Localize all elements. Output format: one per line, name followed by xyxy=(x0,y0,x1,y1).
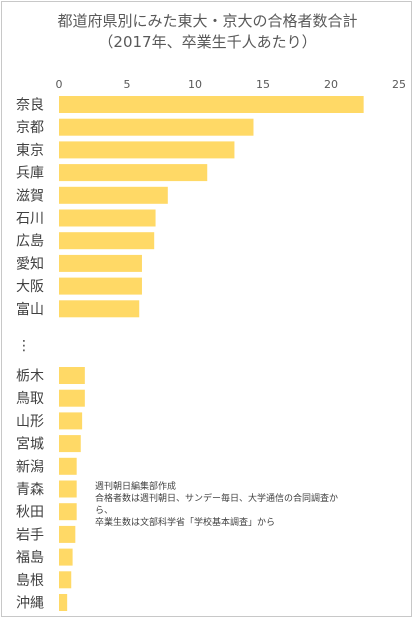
category-label: 秋田 xyxy=(16,505,44,521)
category-label: 石川 xyxy=(16,211,44,227)
category-label: 愛知 xyxy=(16,255,44,272)
category-label: 東京 xyxy=(16,143,44,159)
bar-top xyxy=(59,186,168,204)
chart-title: 都道府県別にみた東大・京大の合格者数合計 xyxy=(57,12,358,30)
bar-bottom xyxy=(59,503,77,521)
bar-top xyxy=(59,164,208,182)
x-tick-label: 15 xyxy=(256,78,270,91)
bar-bottom xyxy=(59,548,73,566)
bar-bottom xyxy=(59,480,77,498)
category-label: 滋賀 xyxy=(16,188,44,204)
bar-bottom xyxy=(59,571,72,589)
category-label: 新潟 xyxy=(16,459,44,475)
bar-top xyxy=(59,141,235,159)
category-label: 山形 xyxy=(16,414,44,430)
category-label: 青森 xyxy=(16,482,44,498)
category-label: 島根 xyxy=(16,573,44,589)
x-tick-label: 25 xyxy=(392,78,406,91)
category-label: 兵庫 xyxy=(16,165,44,182)
bar-bottom xyxy=(59,435,81,453)
category-label: 奈良 xyxy=(16,98,44,114)
source-note-line: 週刊朝日編集部作成 xyxy=(95,482,177,492)
bar-bottom xyxy=(59,594,68,611)
category-label: 栃木 xyxy=(16,369,44,385)
category-label: 富山 xyxy=(16,301,44,318)
bar-top xyxy=(59,209,156,227)
bar-top xyxy=(59,277,142,295)
source-note: 週刊朝日編集部作成 合格者数は週刊朝日、サンデー毎日、大学通信の合同調査か ら、… xyxy=(95,481,338,529)
bar-top xyxy=(59,300,140,318)
category-label: 京都 xyxy=(16,120,44,136)
category-label: 広島 xyxy=(16,234,44,250)
bar-top xyxy=(59,96,364,113)
bar-bottom xyxy=(59,412,83,430)
bar-bottom xyxy=(59,367,85,384)
x-tick-label: 20 xyxy=(324,78,338,91)
bar-top xyxy=(59,232,155,250)
source-note-line: 合格者数は週刊朝日、サンデー毎日、大学通信の合同調査か ら、 xyxy=(95,494,339,516)
x-tick-label: 0 xyxy=(56,78,63,91)
gap-marker: ⋮ xyxy=(17,338,31,354)
category-label: 宮城 xyxy=(16,437,44,453)
x-tick-label: 10 xyxy=(188,78,202,91)
source-note-line: 卒業生数は文部科学省「学校基本調査」から xyxy=(95,518,276,528)
bar-bottom xyxy=(59,525,76,543)
bar-top xyxy=(59,254,142,272)
category-label: 岩手 xyxy=(16,527,44,543)
category-label: 大阪 xyxy=(16,279,44,295)
bar-bottom xyxy=(59,457,77,475)
category-label: 鳥取 xyxy=(16,391,44,407)
bar-top xyxy=(59,118,254,136)
chart-subtitle: （2017年、卒業生千人あたり） xyxy=(98,33,317,51)
category-label: 福島 xyxy=(16,550,44,566)
x-tick-label: 5 xyxy=(124,78,131,91)
bar-bottom xyxy=(59,389,85,407)
category-label: 沖縄 xyxy=(16,596,44,612)
